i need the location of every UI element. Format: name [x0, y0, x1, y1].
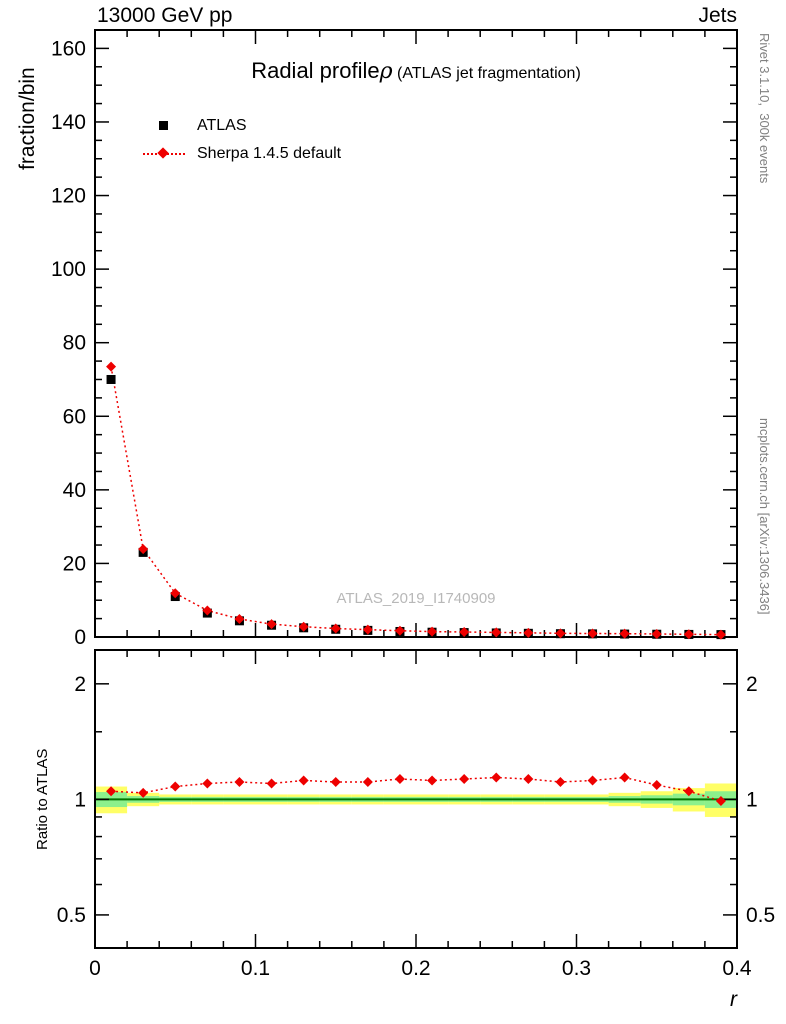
ratio-data-marker	[587, 775, 598, 786]
ratio-data-marker	[715, 796, 726, 807]
y-tick-label: 80	[63, 332, 86, 355]
ratio-data-marker	[298, 775, 309, 786]
ratio-data-marker	[234, 776, 245, 787]
analysis-type-label: Jets	[698, 4, 737, 27]
ratio-data-marker	[683, 786, 694, 797]
ratio-y-tick-label: 2	[74, 673, 86, 696]
plot-title-detail: (ATLAS jet fragmentation)	[392, 65, 581, 82]
legend-item-sherpa: Sherpa 1.4.5 default	[143, 140, 341, 168]
sherpa-data-marker	[619, 628, 630, 639]
legend-label: ATLAS	[197, 117, 247, 134]
ratio-y-tick-label: 0.5	[57, 904, 86, 927]
y-axis-label-top: fraction/bin	[16, 67, 39, 170]
y-tick-label: 160	[51, 37, 86, 60]
ratio-y-tick-label: 1	[746, 788, 758, 811]
ratio-data-marker	[170, 781, 181, 792]
sherpa-data-marker	[491, 627, 502, 638]
sherpa-data-marker	[170, 588, 181, 599]
sherpa-data-marker	[362, 624, 373, 635]
sherpa-data-marker	[555, 628, 566, 639]
y-tick-label: 0	[74, 626, 86, 649]
plot-title-main: Radial profile	[251, 58, 380, 83]
legend-marker	[143, 144, 185, 164]
ratio-data-marker	[266, 778, 277, 789]
ratio-data-marker	[202, 778, 213, 789]
rho-symbol: ρ	[379, 59, 393, 84]
ratio-y-tick-label: 0.5	[746, 904, 775, 927]
legend-item-atlas: ATLAS	[143, 112, 341, 140]
sherpa-data-marker	[234, 613, 245, 624]
rivet-version-label: Rivet 3.1.10, 300k events	[757, 33, 772, 184]
sherpa-line	[110, 366, 721, 636]
x-tick-label: 0.4	[722, 957, 752, 980]
sherpa-data-marker	[683, 629, 694, 640]
diamond-marker-icon	[157, 147, 169, 159]
sherpa-data-marker	[298, 621, 309, 632]
sherpa-data-marker	[523, 627, 534, 638]
y-tick-label: 20	[63, 552, 86, 575]
ratio-data-marker	[651, 780, 662, 791]
x-tick-label: 0.3	[562, 957, 591, 980]
sherpa-data-marker	[459, 626, 470, 637]
y-tick-label: 60	[63, 405, 86, 428]
sherpa-data-marker	[138, 544, 149, 555]
ratio-data-marker	[491, 772, 502, 783]
atlas-data-marker	[106, 374, 116, 384]
x-axis-label: r	[730, 988, 737, 1011]
square-marker-icon	[159, 121, 168, 130]
legend-label: Sherpa 1.4.5 default	[197, 145, 342, 162]
legend: ATLAS Sherpa 1.4.5 default	[143, 112, 341, 168]
ratio-data-marker	[106, 786, 117, 797]
plot-title: Radial profileρ (ATLAS jet fragmentation…	[95, 58, 737, 84]
beam-energy-label: 13000 GeV pp	[97, 4, 233, 27]
ratio-data-marker	[138, 787, 149, 798]
sherpa-data-marker	[266, 619, 277, 630]
ratio-data-marker	[394, 774, 405, 785]
y-tick-label: 120	[51, 185, 86, 208]
ratio-data-marker	[619, 772, 630, 783]
sherpa-data-marker	[715, 629, 726, 640]
watermark: ATLAS_2019_I1740909	[336, 590, 496, 607]
ratio-data-marker	[459, 774, 470, 785]
sherpa-data-marker	[394, 625, 405, 636]
y-tick-label: 40	[63, 479, 86, 502]
y-tick-label: 140	[51, 111, 86, 134]
y-tick-label: 100	[51, 258, 86, 281]
ratio-data-marker	[330, 776, 341, 787]
sherpa-data-marker	[587, 628, 598, 639]
x-tick-label: 0	[89, 957, 101, 980]
sherpa-data-marker	[202, 605, 213, 616]
ratio-data-marker	[427, 775, 438, 786]
sherpa-data-marker	[106, 361, 117, 372]
legend-marker	[143, 116, 185, 136]
ratio-data-marker	[362, 776, 373, 787]
y-axis-label-ratio: Ratio to ATLAS	[34, 748, 51, 850]
ratio-data-marker	[523, 774, 534, 785]
sherpa-data-marker	[427, 626, 438, 637]
x-tick-label: 0.1	[241, 957, 270, 980]
ratio-line	[111, 776, 722, 802]
ratio-data-marker	[555, 776, 566, 787]
x-tick-label: 0.2	[401, 957, 430, 980]
sherpa-data-marker	[330, 623, 341, 634]
ratio-y-tick-label: 2	[746, 673, 758, 696]
mcplots-reference-label: mcplots.cern.ch [arXiv:1306.3436]	[757, 418, 772, 615]
ratio-y-tick-label: 1	[74, 788, 86, 811]
sherpa-data-marker	[651, 628, 662, 639]
